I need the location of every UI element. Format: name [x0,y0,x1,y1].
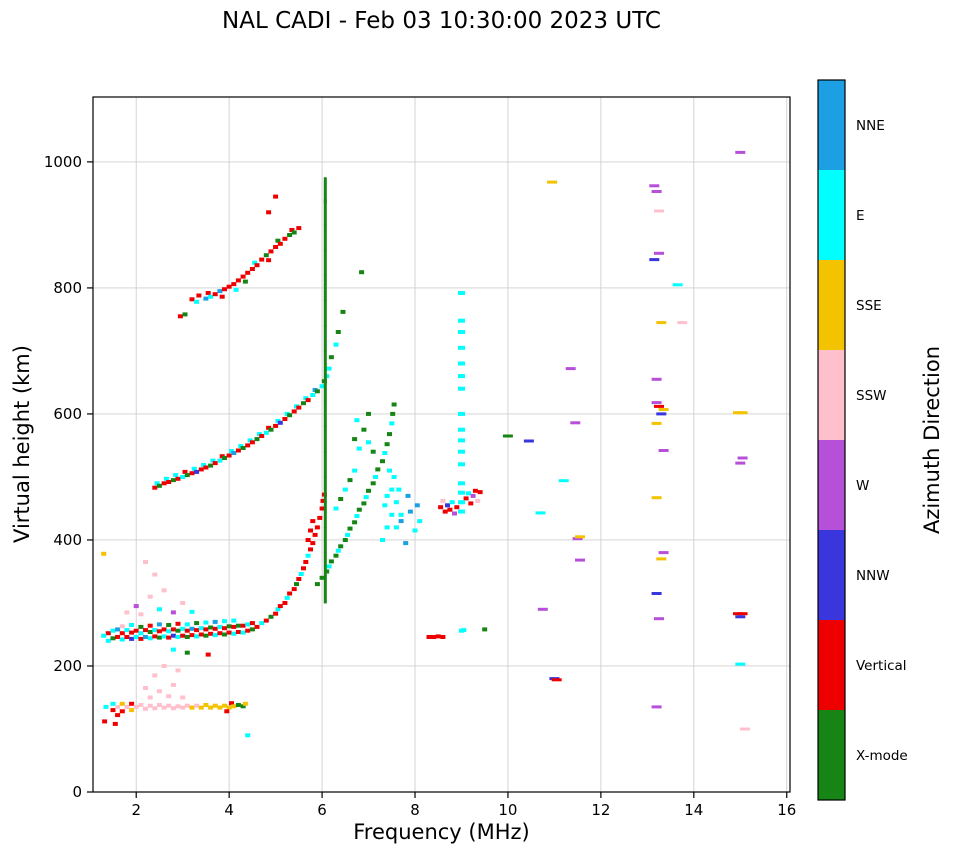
y-tick-label: 400 [53,531,82,549]
colorbar-entry-label: NNW [856,568,890,584]
colorbar-label: Azimuth Direction [920,345,944,535]
y-tick-label: 200 [53,657,82,675]
colorbar-entry-label: W [856,478,869,494]
colorbar-frame [817,79,846,801]
colorbar-entry-label: Vertical [856,658,907,674]
colorbar-entry-label: SSE [856,298,882,314]
x-axis-label: Frequency (MHz) [353,820,530,844]
scatter-points [101,150,750,738]
colorbar-entry-label: NNE [856,118,885,134]
series-range-spread-dashes [502,150,750,731]
series-xmode-vertical-line [323,177,327,604]
x-tick-label: 12 [591,801,610,819]
x-axis-ticks: 2 4 6 8 10 12 14 16 [131,792,796,819]
colorbar: NNE E SSE SSW W NNW Vertical X-mode [817,79,908,801]
grid-lines [93,97,790,793]
x-tick-label: 4 [224,801,234,819]
x-tick-label: 10 [498,801,517,819]
series-echoes [101,194,488,738]
x-tick-label: 6 [317,801,327,819]
series-nine-mhz-column [458,291,465,514]
colorbar-entry-label: E [856,208,865,224]
plot-frame [92,96,791,793]
x-tick-label: 2 [131,801,141,819]
x-tick-label: 8 [410,801,420,819]
y-axis-label: Virtual height (km) [10,345,34,543]
colorbar-entry-label: SSW [856,388,887,404]
x-tick-label: 16 [777,801,796,819]
y-tick-label: 600 [53,405,82,423]
colorbar-entry-label: X-mode [856,748,908,764]
y-tick-label: 0 [72,783,82,801]
y-tick-label: 1000 [44,153,82,171]
y-axis-ticks: 0 200 400 600 800 1000 [44,153,93,801]
chart-title: NAL CADI - Feb 03 10:30:00 2023 UTC [222,8,661,34]
y-tick-label: 800 [53,279,82,297]
x-tick-label: 14 [684,801,703,819]
